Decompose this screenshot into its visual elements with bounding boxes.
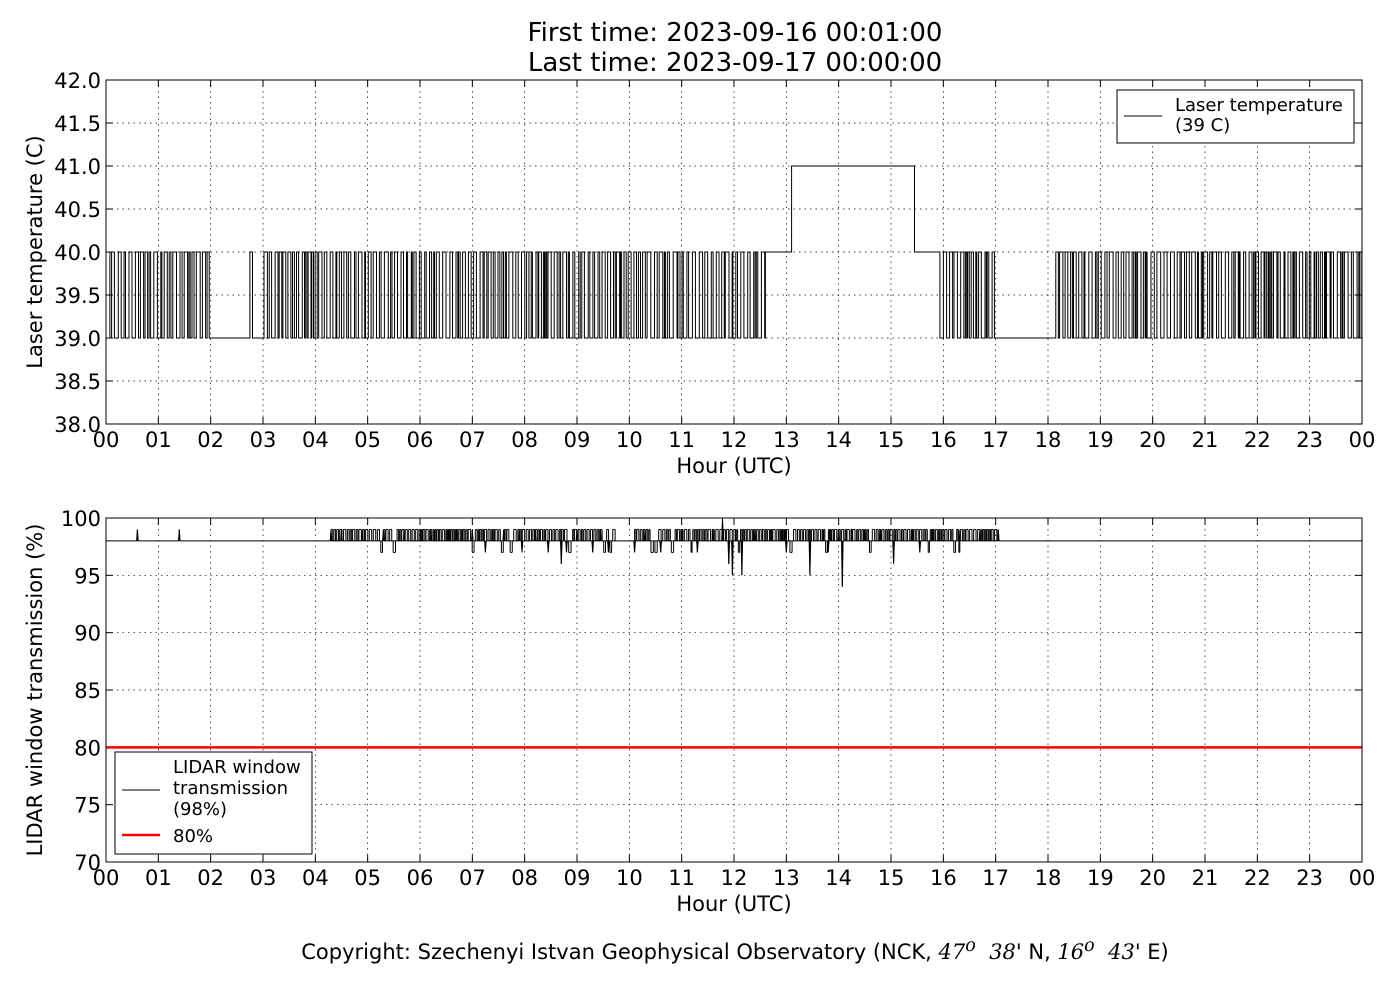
temp-ytick-label: 42.0 — [54, 69, 101, 93]
temp-legend-box — [1116, 89, 1355, 144]
trans-xtick-label: 17 — [982, 866, 1009, 890]
temp-xtick-label: 01 — [145, 428, 172, 452]
trans-legend-box — [114, 751, 313, 855]
trans-xtick-label: 16 — [930, 866, 957, 890]
trans-xtick-label: 05 — [354, 866, 381, 890]
laser-temperature-panel: 00 01 02 03 04 05 06 07 08 09 10 11 12 13 14 15 16 17 18 19… — [23, 69, 1375, 478]
temp-legend-label: (39 C) — [1175, 115, 1230, 136]
temp-xtick-label: 17 — [982, 428, 1009, 452]
chart-title-line-2: Last time: 2023-09-17 00:00:00 — [527, 48, 943, 78]
temp-ytick-label: 40.0 — [54, 241, 101, 265]
trans-ytick-label: 75 — [74, 794, 101, 818]
longitude-suffix: ' E) — [1134, 940, 1169, 964]
trans-xtick-label: 04 — [302, 866, 329, 890]
temp-xtick-label: 08 — [511, 428, 538, 452]
trans-ytick-label: 80 — [74, 736, 101, 760]
temp-ytick-label: 38.0 — [54, 413, 101, 437]
trans-ytick-label: 95 — [74, 564, 101, 588]
temp-plot-frame — [105, 79, 1363, 425]
temp-ytick-label: 41.5 — [54, 112, 101, 136]
longitude-degrees: 16 — [1057, 940, 1085, 964]
temp-xtick-label: 00 — [93, 428, 120, 452]
trans-xtick-label: 14 — [825, 866, 852, 890]
temp-xtick-label: 20 — [1139, 428, 1166, 452]
trans-ytick-label: 85 — [74, 679, 101, 703]
lidar-transmission-panel: 00 01 02 03 04 05 06 07 08 09 10 11 12 13 14 15 16 17 18 19… — [23, 507, 1375, 916]
trans-xtick-label: 22 — [1244, 866, 1271, 890]
trans-xtick-label: 07 — [459, 866, 486, 890]
trans-xtick-label: 12 — [721, 866, 748, 890]
temp-xtick-label: 00 — [1349, 428, 1376, 452]
latitude-suffix: ' N, — [1015, 940, 1058, 964]
trans-xtick-label: 08 — [511, 866, 538, 890]
trans-xtick-label: 03 — [250, 866, 277, 890]
temp-xtick-label: 04 — [302, 428, 329, 452]
lidar-transmission-series-line — [106, 517, 1362, 587]
temp-xtick-label: 14 — [825, 428, 852, 452]
temp-xtick-label: 19 — [1087, 428, 1114, 452]
trans-xtick-label: 06 — [407, 866, 434, 890]
temp-legend: Laser temperature(39 C) — [1116, 89, 1355, 144]
copyright-footer: Copyright: Szechenyi Istvan Geophysical … — [0, 936, 1400, 964]
trans-xtick-label: 00 — [1349, 866, 1376, 890]
temp-xtick-label: 22 — [1244, 428, 1271, 452]
trans-xtick-label: 13 — [773, 866, 800, 890]
temp-xlabel: Hour (UTC) — [676, 454, 791, 478]
trans-xtick-label: 02 — [197, 866, 224, 890]
latitude-degree-symbol: o — [965, 936, 976, 956]
temp-ytick-label: 38.5 — [54, 370, 101, 394]
trans-xtick-label: 21 — [1192, 866, 1219, 890]
temp-xtick-label: 16 — [930, 428, 957, 452]
latitude-degrees: 47 — [938, 940, 966, 964]
trans-xtick-label: 18 — [1035, 866, 1062, 890]
trans-xtick-label: 15 — [878, 866, 905, 890]
trans-plot-frame — [105, 517, 1363, 863]
temp-xtick-label: 11 — [668, 428, 695, 452]
temp-xtick-label: 18 — [1035, 428, 1062, 452]
temp-xtick-label: 21 — [1192, 428, 1219, 452]
trans-ytick-label: 90 — [74, 622, 101, 646]
trans-xtick-label: 19 — [1087, 866, 1114, 890]
trans-xtick-label: 01 — [145, 866, 172, 890]
trans-ylabel: LIDAR window transmission (%) — [23, 524, 47, 857]
temp-legend-label: Laser temperature — [1175, 95, 1343, 116]
temp-ylabel: Laser temperature (C) — [23, 135, 47, 368]
temp-xtick-label: 23 — [1296, 428, 1323, 452]
temp-xtick-label: 03 — [250, 428, 277, 452]
trans-ytick-label: 70 — [74, 851, 101, 875]
temp-xtick-label: 06 — [407, 428, 434, 452]
trans-legend-label: LIDAR window — [173, 757, 301, 778]
longitude-degree-symbol: o — [1084, 936, 1095, 956]
temp-ytick-label: 40.5 — [54, 198, 101, 222]
temp-xtick-label: 09 — [564, 428, 591, 452]
trans-legend-label: (98%) — [173, 799, 227, 820]
longitude-minutes: 43 — [1108, 940, 1135, 964]
temp-ytick-label: 39.0 — [54, 327, 101, 351]
temp-xtick-label: 15 — [878, 428, 905, 452]
temp-ytick-label: 39.5 — [54, 284, 101, 308]
trans-xtick-label: 23 — [1296, 866, 1323, 890]
trans-xtick-label: 20 — [1139, 866, 1166, 890]
trans-xtick-label: 09 — [564, 866, 591, 890]
threshold-legend-label: 80% — [173, 826, 213, 847]
temp-xtick-label: 05 — [354, 428, 381, 452]
temp-xtick-label: 10 — [616, 428, 643, 452]
chart-title-line-1: First time: 2023-09-16 00:01:00 — [527, 18, 943, 48]
copyright-prefix: Copyright: Szechenyi Istvan Geophysical … — [301, 940, 939, 964]
trans-ytick-label: 100 — [61, 507, 101, 531]
trans-xtick-label: 00 — [93, 866, 120, 890]
trans-xtick-label: 10 — [616, 866, 643, 890]
temp-xtick-label: 13 — [773, 428, 800, 452]
trans-xlabel: Hour (UTC) — [676, 892, 791, 916]
laser-temperature-series-line — [107, 165, 1363, 339]
temp-xtick-label: 07 — [459, 428, 486, 452]
trans-legend-label: transmission — [173, 778, 288, 799]
latitude-minutes: 38 — [989, 940, 1016, 964]
temp-ytick-label: 41.0 — [54, 155, 101, 179]
trans-xtick-label: 11 — [668, 866, 695, 890]
temp-xtick-label: 02 — [197, 428, 224, 452]
temp-xtick-label: 12 — [721, 428, 748, 452]
